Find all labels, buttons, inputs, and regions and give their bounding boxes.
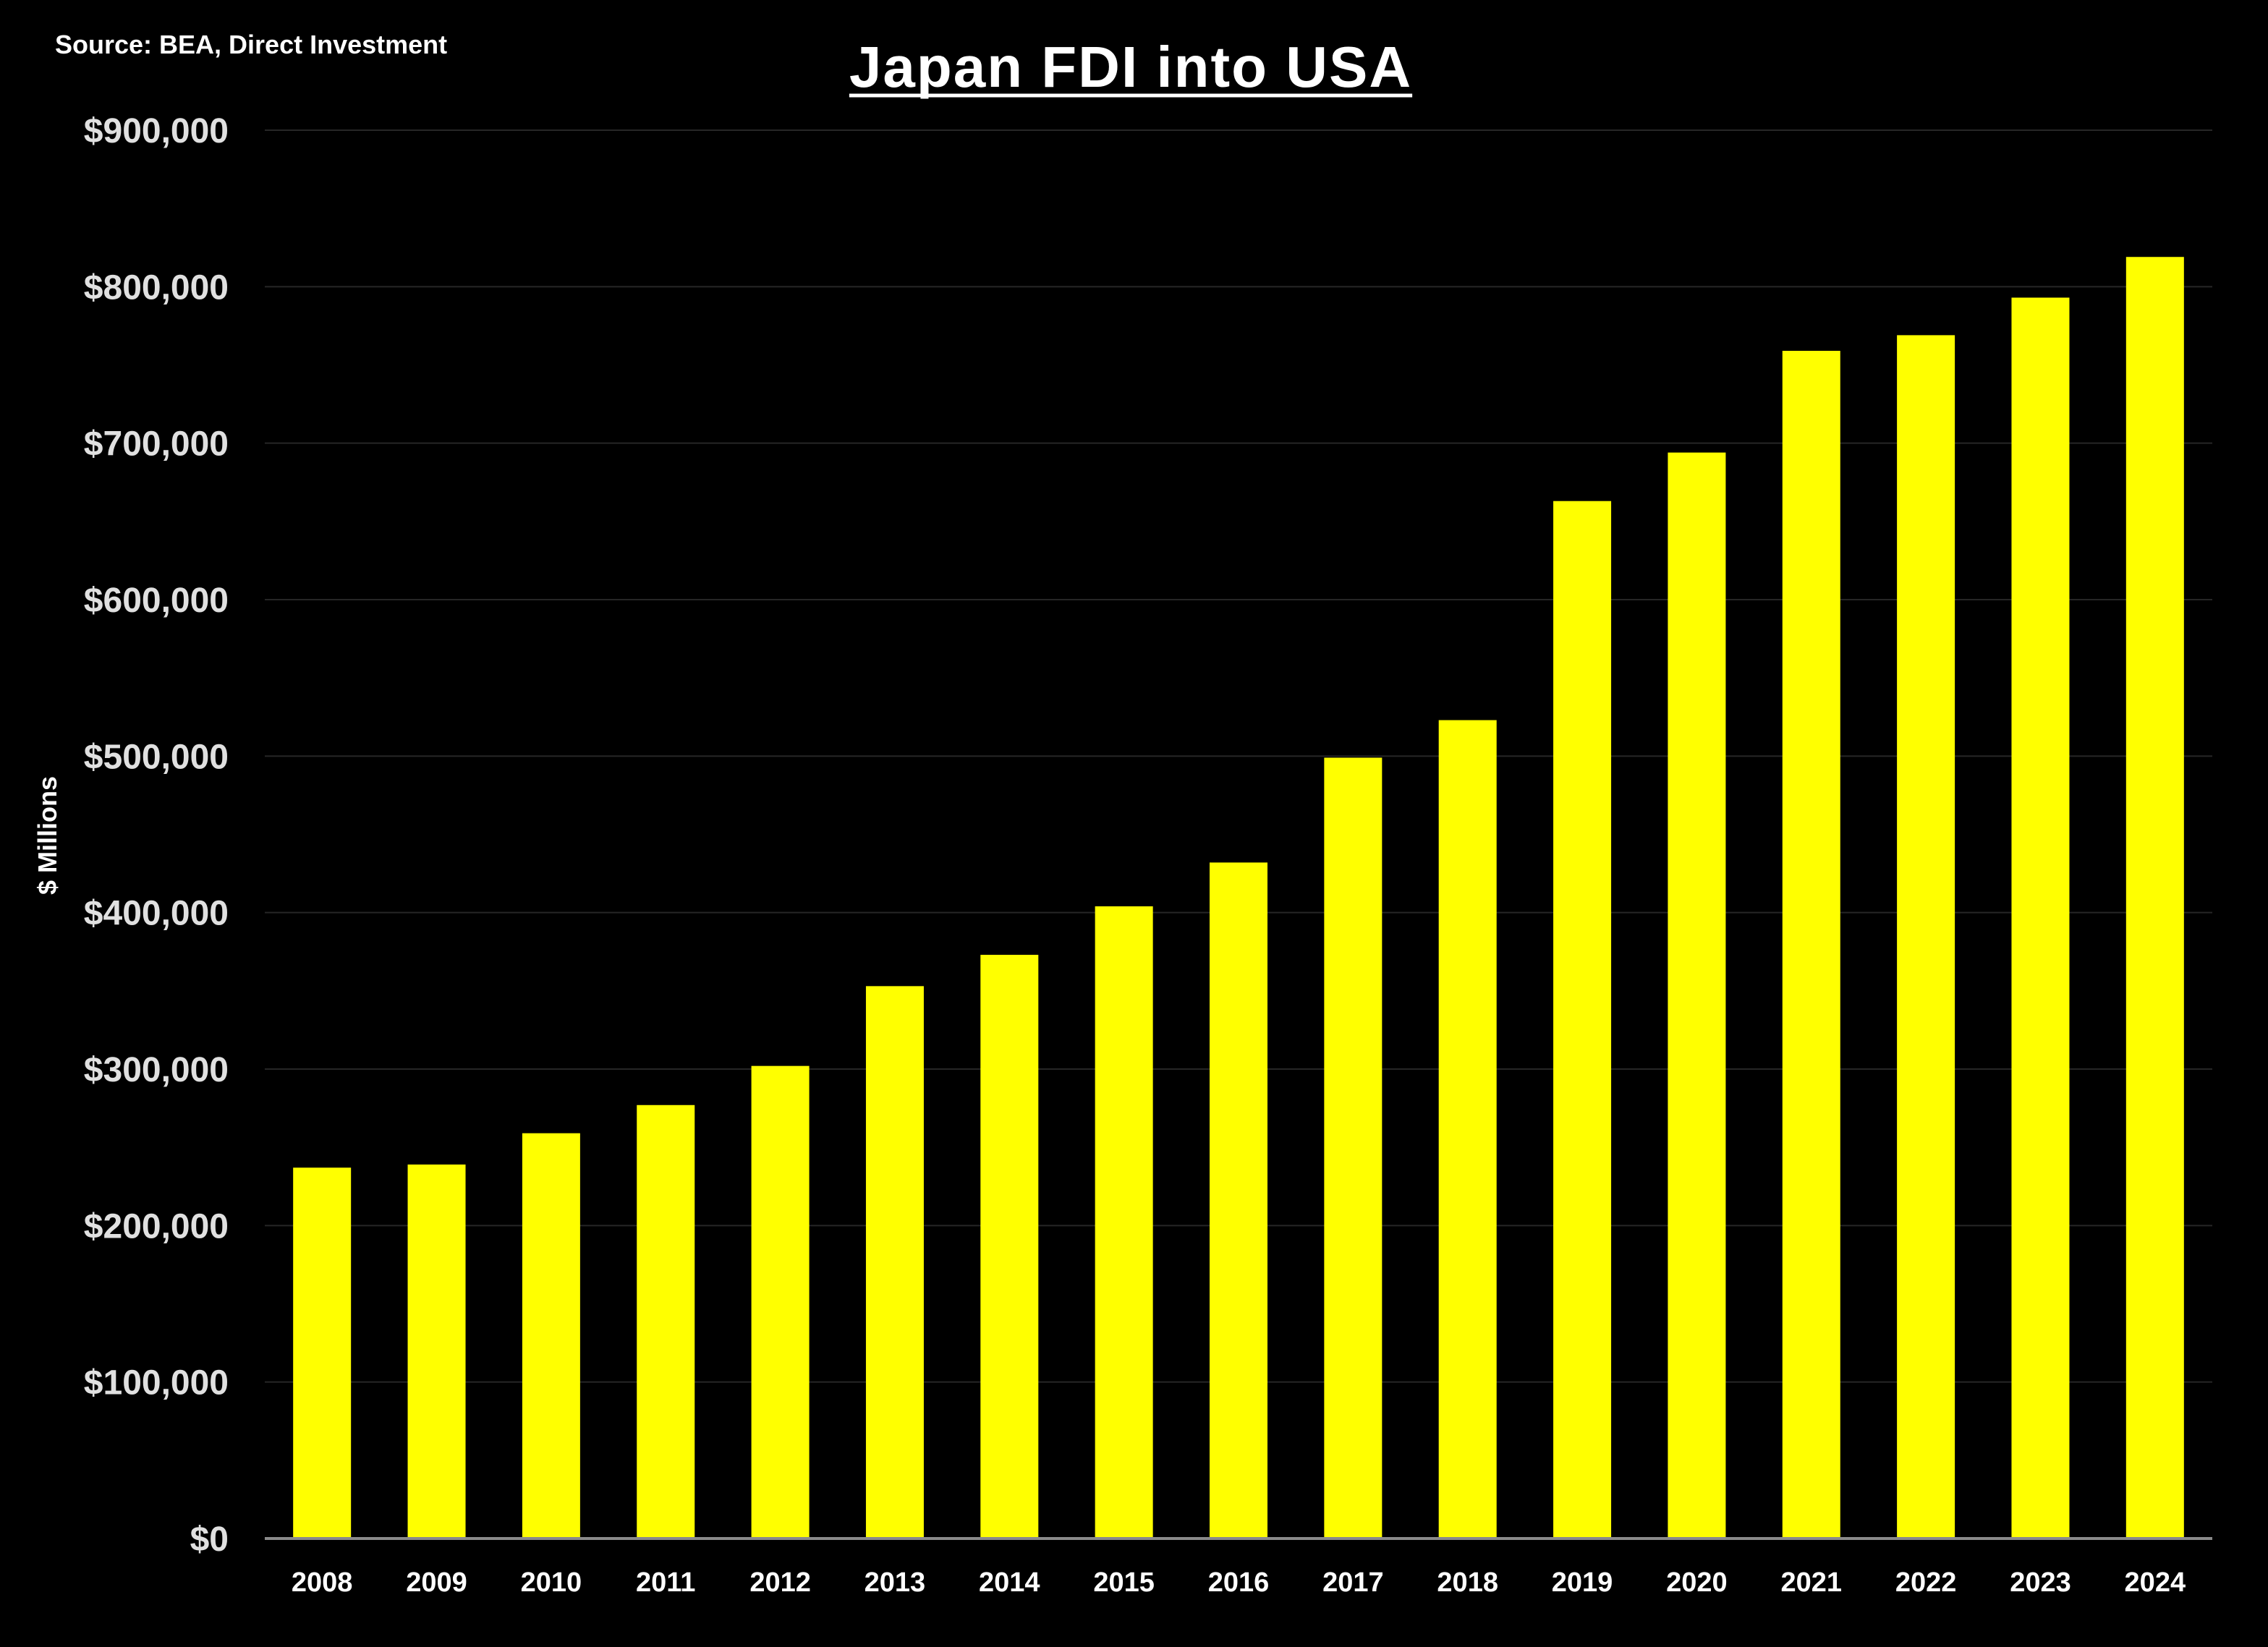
chart-title: Japan FDI into USA xyxy=(849,35,1412,99)
bar-2016 xyxy=(1210,862,1267,1539)
bar-2019 xyxy=(1553,501,1612,1539)
x-axis-ticks: 2008 2009 2010 2011 2012 2013 2014 2015 2016 2017… xyxy=(292,1567,2186,1598)
y-axis-ticks: $0 $100,000 $200,000 $300,000 $400,000 $500,0… xyxy=(84,112,229,1559)
source-label: Source: BEA, Direct Investment xyxy=(55,30,447,59)
y-tick-label-200000: $200,000 xyxy=(84,1207,229,1246)
x-tick-label-2011: 2011 xyxy=(636,1567,695,1598)
bar-2022 xyxy=(1897,335,1955,1539)
y-tick-label-800000: $800,000 xyxy=(84,268,229,307)
y-tick-label-700000: $700,000 xyxy=(84,425,229,464)
x-tick-label-2009: 2009 xyxy=(406,1567,467,1598)
x-tick-label-2016: 2016 xyxy=(1208,1567,1270,1598)
bar-2010 xyxy=(522,1133,580,1539)
x-tick-label-2013: 2013 xyxy=(865,1567,926,1598)
y-axis-label: $ Millions xyxy=(33,776,62,895)
bar-2020 xyxy=(1668,452,1726,1539)
x-tick-label-2021: 2021 xyxy=(1780,1567,1842,1598)
bar-2023 xyxy=(2011,297,2070,1539)
bar-2012 xyxy=(751,1065,810,1539)
x-tick-label-2015: 2015 xyxy=(1093,1567,1155,1598)
y-tick-label-600000: $600,000 xyxy=(84,582,229,620)
x-tick-label-2018: 2018 xyxy=(1437,1567,1498,1598)
bar-2017 xyxy=(1324,757,1383,1539)
y-tick-label-400000: $400,000 xyxy=(84,895,229,933)
y-tick-label-500000: $500,000 xyxy=(84,738,229,776)
x-tick-label-2023: 2023 xyxy=(2010,1567,2071,1598)
x-tick-label-2017: 2017 xyxy=(1322,1567,1384,1598)
x-tick-label-2008: 2008 xyxy=(292,1567,353,1598)
bar-2011 xyxy=(637,1105,695,1539)
bars xyxy=(293,257,2184,1539)
x-tick-label-2010: 2010 xyxy=(521,1567,582,1598)
y-tick-label-0: $0 xyxy=(190,1520,229,1559)
x-tick-label-2014: 2014 xyxy=(979,1567,1040,1598)
bar-2014 xyxy=(980,955,1039,1539)
y-tick-label-900000: $900,000 xyxy=(84,112,229,150)
bar-2009 xyxy=(407,1164,466,1539)
y-tick-label-300000: $300,000 xyxy=(84,1051,229,1089)
bar-2024 xyxy=(2125,257,2184,1539)
bar-2015 xyxy=(1095,906,1153,1539)
x-tick-label-2020: 2020 xyxy=(1666,1567,1728,1598)
x-tick-label-2022: 2022 xyxy=(1895,1567,1957,1598)
x-tick-label-2019: 2019 xyxy=(1552,1567,1613,1598)
x-tick-label-2024: 2024 xyxy=(2125,1567,2186,1598)
bar-2013 xyxy=(865,986,924,1539)
bar-2018 xyxy=(1438,720,1497,1539)
y-tick-label-100000: $100,000 xyxy=(84,1364,229,1403)
bar-2021 xyxy=(1782,351,1840,1539)
bar-2008 xyxy=(293,1167,352,1539)
x-tick-label-2012: 2012 xyxy=(749,1567,811,1598)
